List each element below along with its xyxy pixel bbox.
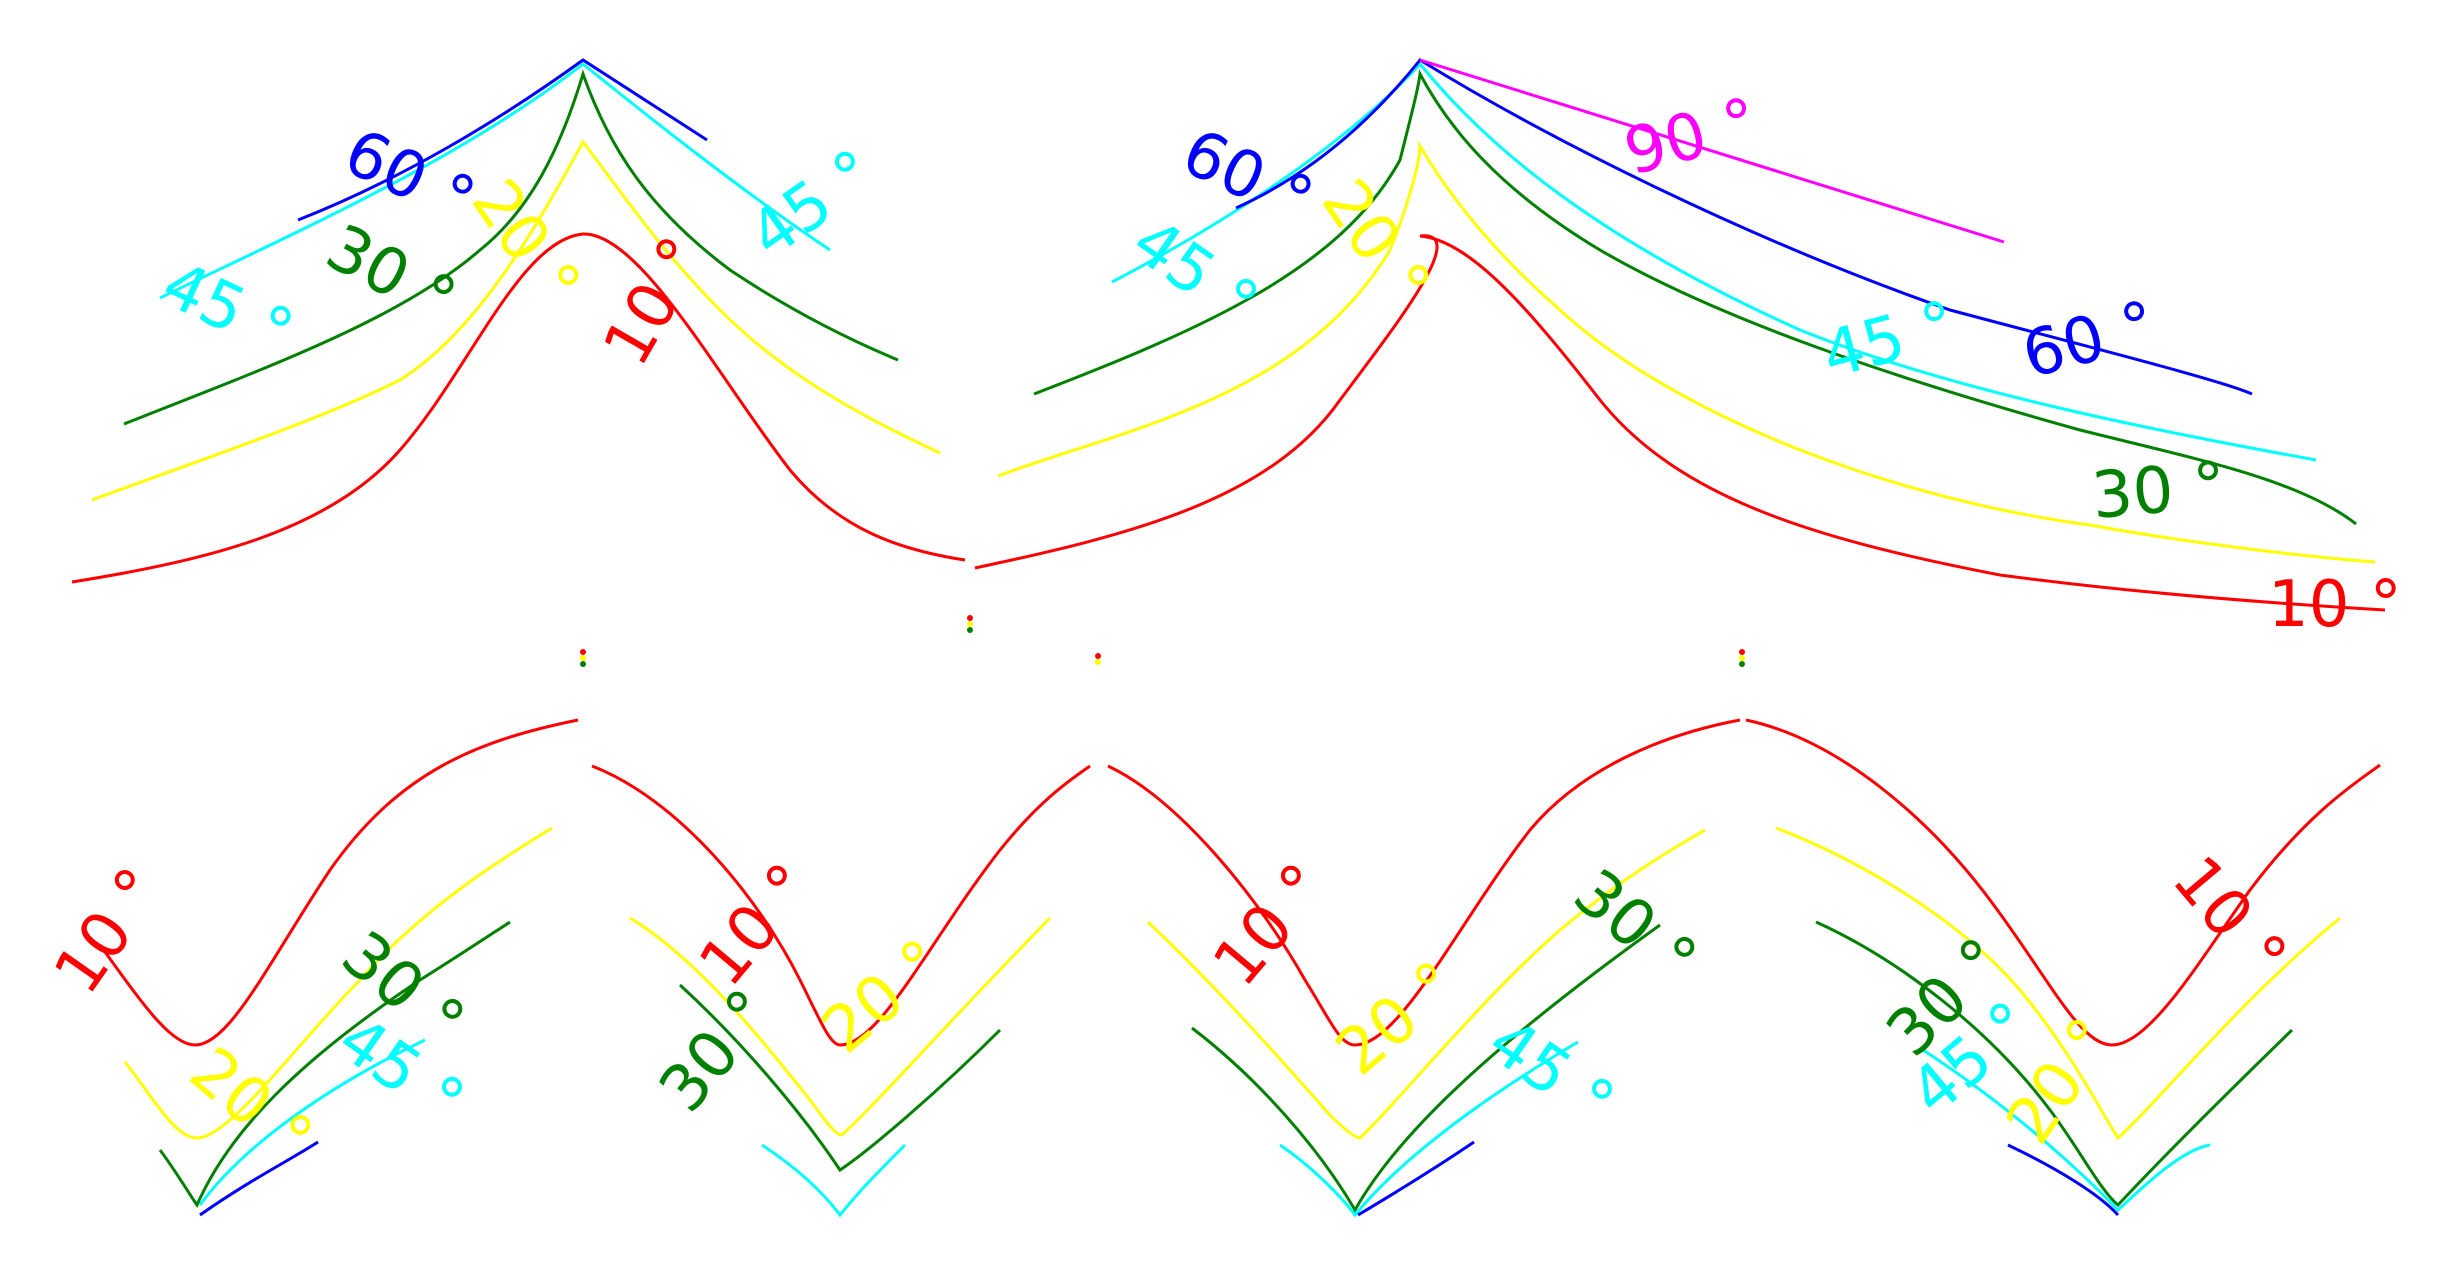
tl-curve-45: [159, 62, 831, 300]
tl-curve-10: [71, 232, 966, 584]
tr-label-90: 90 °: [1617, 84, 1765, 190]
b1-label-20: 20 °: [176, 1034, 326, 1177]
b3-label-20: 20 °: [1323, 948, 1473, 1091]
b1-label-10: 10 °: [40, 855, 177, 1007]
tr-label-60-right: 60 °: [2015, 287, 2163, 393]
b1-curve-30: [158, 920, 511, 1209]
tr-curve-45: [1111, 61, 2317, 462]
b3-label-30: 30 °: [1560, 856, 1710, 999]
b2-label-10: 10 °: [686, 850, 829, 1000]
marker-2: [967, 615, 973, 633]
tr-curve-10: [974, 234, 2386, 612]
b3-curve-45: [1279, 1040, 1579, 1218]
tr-label-10: 10 °: [2268, 568, 2402, 642]
bottom-panel-2: 10 ° 30 ° 20 °: [591, 764, 1091, 1218]
b4-curve-10: [1745, 718, 2381, 1047]
tr-curve-90: [1419, 58, 2005, 244]
top-right-panel: 60 ° 45 ° 20 ° 90 ° 45 ° 60 ° 30 ° 10 °: [974, 58, 2402, 642]
tr-label-60: 60 °: [1171, 115, 1324, 239]
center-markers: [580, 615, 1745, 667]
b3-curve-30: [1191, 923, 1661, 1214]
tl-curve-20: [91, 139, 941, 502]
tl-curve-60: [297, 58, 708, 222]
tr-curve-60: [1235, 58, 2253, 396]
b4-curve-20: [1775, 826, 2341, 1141]
tr-label-45: 45 °: [1119, 204, 1271, 341]
bottom-panel-1: 10 ° 20 ° 30 ° 45 °: [40, 718, 579, 1217]
b2-curve-45: [761, 1143, 907, 1218]
marker-1: [580, 649, 586, 667]
b3-curve-10: [1107, 718, 1741, 1047]
b3-label-45: 45 °: [1475, 1004, 1627, 1141]
b2-label-20: 20 °: [809, 926, 959, 1069]
bottom-panel-3: 10 ° 30 ° 45 ° 20 °: [1107, 718, 1741, 1218]
tl-curve-30: [123, 69, 899, 426]
b4-curve-60: [2007, 1143, 2120, 1217]
b3-label-10: 10 °: [1200, 850, 1343, 1000]
b2-curve-10: [591, 764, 1091, 1047]
b1-curve-60: [199, 1140, 319, 1217]
b1-curve-10: [98, 718, 579, 1047]
bottom-panel-4: 10 ° 30 ° 45 ° 20 °: [1745, 718, 2381, 1217]
tl-label-45-right: 45 °: [737, 136, 889, 273]
b4-curve-45: [1919, 1046, 2211, 1213]
b4-curve-30: [1815, 920, 2294, 1208]
tr-label-30: 30 °: [2089, 449, 2229, 534]
marker-3: [1095, 653, 1101, 665]
b2-label-30: 30 °: [646, 976, 789, 1126]
marker-4: [1739, 649, 1745, 667]
b2-curve-30: [678, 983, 1002, 1173]
b2-curve-20: [629, 916, 1052, 1137]
tr-label-20: 20 °: [1307, 167, 1444, 319]
b1-curve-20: [123, 826, 553, 1140]
b3-curve-20: [1146, 828, 1706, 1140]
b3-curve-60: [1357, 1140, 1475, 1217]
tr-curve-20: [997, 140, 2376, 564]
b1-curve-45: [198, 1038, 426, 1206]
top-left-panel: 60 ° 45 ° 30 ° 20 ° 10 ° 45 °: [71, 58, 966, 584]
tr-curve-30: [1033, 69, 2357, 526]
